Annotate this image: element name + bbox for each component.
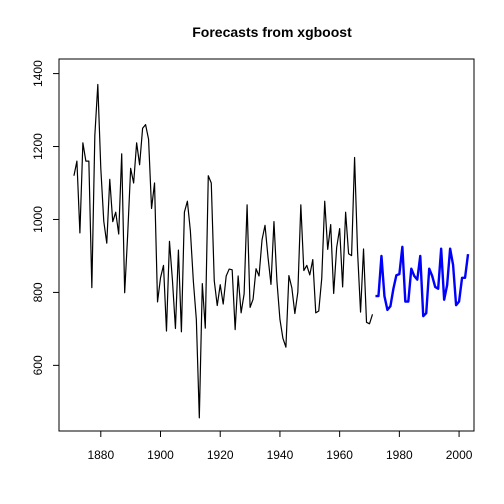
- x-tick-label-4: 1960: [326, 448, 353, 462]
- x-tick-label-5: 1980: [386, 448, 413, 462]
- chart-series-layer: [73, 83, 470, 419]
- y-tick-label-2: 1000: [31, 206, 45, 233]
- y-tick-label-0: 600: [31, 355, 45, 375]
- x-tick-label-3: 1940: [267, 448, 294, 462]
- plot-box: [58, 58, 475, 432]
- y-tick-label-1: 800: [31, 282, 45, 302]
- x-tick-label-1: 1900: [147, 448, 174, 462]
- y-tick-label-3: 1200: [31, 133, 45, 160]
- x-tick-label-0: 1880: [87, 448, 114, 462]
- x-tick-label-6: 2000: [446, 448, 473, 462]
- x-tick-label-2: 1920: [207, 448, 234, 462]
- y-tick-label-4: 1400: [31, 60, 45, 87]
- chart-axes: 1880 1900 1920 1940 1960 1980 2000 600 800 1000 12…: [31, 58, 475, 462]
- historical-series-line: [73, 83, 374, 419]
- chart-title: Forecasts from xgboost: [192, 24, 352, 40]
- forecast-series-line: [375, 245, 470, 318]
